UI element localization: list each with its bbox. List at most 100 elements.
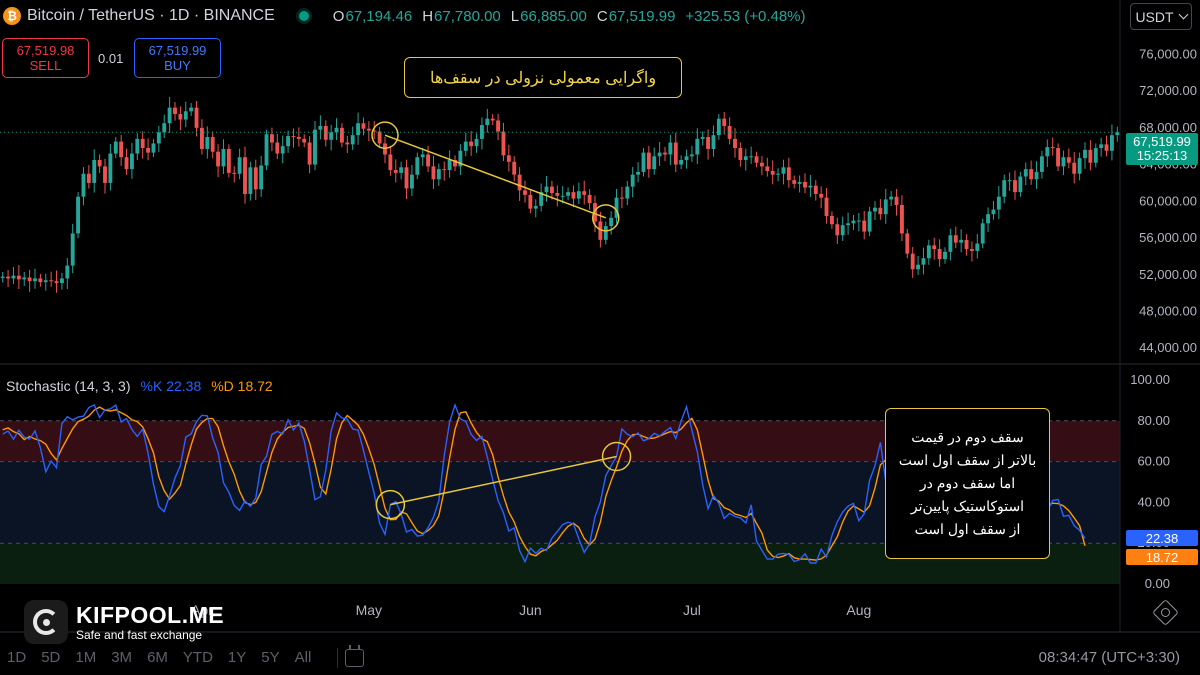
timeframe-ytd[interactable]: YTD — [182, 649, 213, 666]
price-tick-label: 52,000.00 — [1139, 267, 1197, 282]
sell-button[interactable]: 67,519.98 SELL — [2, 38, 89, 78]
candle-body — [603, 226, 608, 240]
price-peak-circle — [371, 121, 399, 149]
stochastic-legend[interactable]: Stochastic (14, 3, 3) %K 22.38 %D 18.72 — [6, 378, 273, 394]
candle-body — [1077, 158, 1082, 174]
candle-body — [140, 138, 145, 149]
candle-body — [490, 118, 495, 121]
candle-body — [969, 249, 974, 251]
candle-body — [173, 107, 177, 115]
candle-body — [539, 192, 544, 206]
candle-body — [921, 258, 926, 265]
spread-value: 0.01 — [98, 51, 124, 66]
low-value: 66,885.00 — [520, 7, 587, 25]
timeframe-6m[interactable]: 6M — [147, 649, 168, 666]
candle-body — [43, 280, 48, 283]
timeframe-all[interactable]: All — [294, 649, 312, 666]
candle-body — [11, 275, 16, 279]
candle-body — [426, 154, 431, 167]
candle-body — [318, 125, 323, 130]
candle-body — [259, 165, 264, 190]
candle-body — [6, 276, 11, 279]
d-value-label: %D 18.72 — [211, 378, 273, 394]
timeframe-1y[interactable]: 1Y — [227, 649, 247, 666]
candle-body — [1023, 169, 1028, 177]
osc-peak-circle — [375, 489, 406, 520]
candle-body — [383, 143, 387, 155]
candle-body — [609, 217, 614, 227]
candle-body — [840, 225, 845, 236]
candle-body — [646, 152, 651, 170]
candle-body — [1002, 180, 1007, 197]
currency-select[interactable]: USDT — [1130, 3, 1192, 30]
timeframe-5d[interactable]: 5D — [41, 649, 61, 666]
timeframe-3m[interactable]: 3M — [111, 649, 133, 666]
candle-body — [835, 224, 840, 236]
candle-body — [663, 152, 667, 155]
timeframe-1d[interactable]: 1D — [7, 649, 27, 666]
candle-body — [1066, 157, 1071, 163]
d-value-tag: 18.72 — [1126, 549, 1198, 565]
candle-body — [167, 107, 172, 124]
candle-body — [996, 196, 1001, 210]
price-peak-circle — [592, 204, 620, 232]
candle-body — [776, 173, 781, 175]
candle-body — [453, 159, 457, 167]
candle-body — [765, 166, 770, 171]
divergence-marks — [371, 121, 632, 520]
close-value: 67,519.99 — [608, 7, 676, 25]
candle-body — [695, 138, 700, 155]
symbol-title[interactable]: Bitcoin / TetherUS · 1D · BINANCE — [27, 7, 275, 24]
candle-body — [119, 141, 124, 158]
candle-body — [97, 159, 102, 167]
candle-body — [959, 239, 964, 243]
candle-body — [873, 207, 877, 212]
candle-body — [883, 199, 888, 215]
candle-body — [1104, 144, 1109, 151]
candle-body — [668, 142, 673, 155]
candle-body — [38, 278, 43, 283]
candle-body — [1050, 147, 1055, 149]
candle-body — [614, 197, 619, 218]
candle-body — [216, 151, 221, 167]
chart-header: ₿ Bitcoin / TetherUS · 1D · BINANCE O 67,… — [0, 0, 1120, 32]
time-tick-label: Aug — [846, 602, 871, 618]
candle-body — [1099, 144, 1104, 149]
buy-button[interactable]: 67,519.99 BUY — [134, 38, 221, 78]
candle-body — [803, 182, 807, 188]
logo-ring — [33, 609, 59, 635]
bitcoin-icon: ₿ — [3, 7, 21, 25]
explanation-line: بالاتر از سقف اول است — [898, 452, 1037, 468]
time-tick-label: Jun — [519, 602, 542, 618]
candle-body — [679, 159, 684, 165]
timeframe-1m[interactable]: 1M — [75, 649, 97, 666]
buy-label: BUY — [164, 58, 191, 73]
candle-body — [129, 153, 134, 170]
candle-body — [156, 132, 161, 144]
candle-body — [641, 152, 646, 172]
candle-body — [243, 157, 247, 194]
calendar-icon[interactable] — [345, 644, 365, 667]
candle-body — [528, 194, 533, 209]
bar-countdown: 15:25:13 — [1136, 148, 1188, 163]
candle-body — [86, 173, 91, 183]
candle-body — [980, 223, 985, 244]
candle-body — [1061, 157, 1066, 167]
candle-body — [636, 171, 641, 175]
timeframe-5y[interactable]: 5Y — [261, 649, 280, 666]
candle-body — [824, 197, 829, 216]
candle-body — [576, 191, 581, 199]
k-value-tag: 22.38 — [1126, 530, 1198, 546]
candle-body — [786, 167, 791, 181]
candle-body — [1045, 147, 1050, 157]
candle-body — [253, 167, 258, 190]
sell-label: SELL — [29, 58, 62, 73]
candle-body — [232, 172, 237, 174]
candle-body — [189, 107, 194, 112]
candles — [0, 96, 1120, 293]
candle-body — [463, 141, 468, 151]
candle-body — [943, 251, 947, 260]
candle-body — [910, 253, 915, 270]
